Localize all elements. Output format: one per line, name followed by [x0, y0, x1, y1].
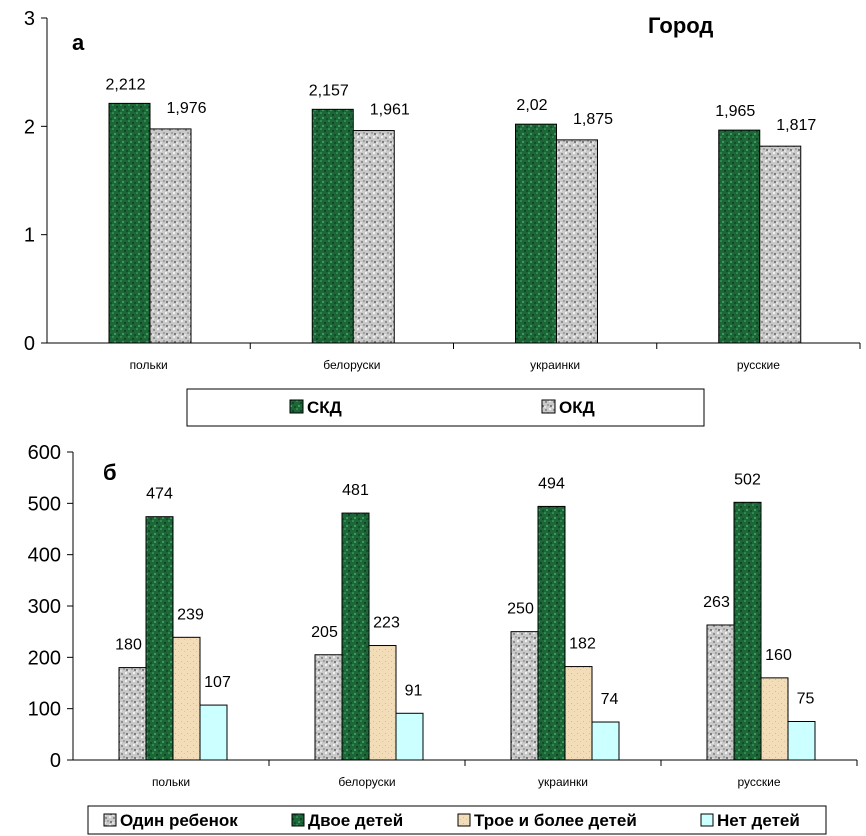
chart-a: 0 1 2 3 польки 2,212 1,976 белоруски 2,157 1,961 у…: [24, 8, 861, 427]
data-label: 74: [601, 691, 619, 708]
bar: [564, 666, 593, 761]
bar: [172, 636, 201, 761]
data-label: 2,212: [105, 76, 145, 93]
bar: [149, 128, 192, 344]
panel-label: б: [103, 460, 117, 485]
x-tick-label: белоруски: [323, 358, 380, 372]
bar: [787, 721, 816, 761]
data-label: 1,961: [370, 102, 410, 119]
data-label: 180: [115, 637, 142, 654]
legend: СКД ОКД: [186, 388, 705, 427]
x-tick-label: русские: [737, 775, 780, 789]
y-tick-label: 1: [24, 225, 35, 247]
bar: [118, 667, 147, 761]
bar: [591, 721, 620, 761]
bar: [368, 645, 397, 761]
bar: [341, 512, 370, 761]
legend-swatch: [291, 813, 305, 827]
legend-box: [186, 388, 705, 427]
y-tick-label: 0: [24, 333, 35, 355]
data-label: 91: [405, 682, 423, 699]
y-tick-label: 200: [28, 647, 61, 669]
x-tick-label: украинки: [538, 775, 588, 789]
bar: [759, 145, 802, 344]
data-label: 160: [765, 647, 792, 664]
y-tick-label: 2: [24, 116, 35, 138]
data-label: 205: [311, 624, 338, 641]
legend-swatch: [457, 813, 471, 827]
data-label: 263: [703, 594, 730, 611]
x-tick-label: русские: [737, 358, 780, 372]
bar: [537, 505, 566, 761]
bar: [556, 139, 598, 344]
y-tick-label: 0: [50, 750, 61, 772]
bar: [395, 712, 424, 761]
bar: [314, 654, 343, 761]
legend-label: Трое и более детей: [474, 811, 637, 830]
bar: [718, 129, 761, 344]
data-label: 2,02: [516, 97, 547, 114]
x-tick-label: польки: [130, 358, 168, 372]
x-tick-label: украинки: [530, 358, 580, 372]
legend: Один ребенок Двое детей Трое и более детей…: [87, 805, 827, 835]
bar: [510, 631, 539, 761]
legend-label: ОКД: [559, 398, 595, 417]
x-tick-label: польки: [152, 775, 190, 789]
legend-label: Один ребенок: [120, 811, 238, 830]
x-tick-label: белоруски: [338, 775, 395, 789]
data-label: 1,965: [715, 103, 755, 120]
legend-label: Нет детей: [717, 811, 800, 830]
bar: [352, 130, 395, 344]
data-label: 1,875: [573, 111, 613, 128]
data-label: 1,976: [166, 100, 206, 117]
legend-swatch: [700, 813, 714, 827]
bar: [311, 108, 354, 344]
chart-title: Город: [648, 13, 713, 38]
data-label: 494: [538, 475, 565, 492]
data-label: 2,157: [309, 82, 349, 99]
data-label: 474: [146, 486, 173, 503]
data-label: 502: [734, 471, 761, 488]
bar: [108, 102, 151, 344]
legend-swatch: [103, 813, 117, 827]
y-tick-label: 400: [28, 545, 61, 567]
bar: [760, 677, 789, 761]
bar: [706, 624, 735, 761]
y-tick-label: 100: [28, 699, 61, 721]
data-label: 182: [569, 636, 596, 653]
legend-label: Двое детей: [308, 811, 403, 830]
bar: [145, 516, 174, 761]
legend-swatch: [541, 399, 556, 414]
y-tick-label: 300: [28, 596, 61, 618]
legend-label: СКД: [307, 398, 342, 417]
data-label: 481: [342, 482, 369, 499]
chart-b: 0 100 200 300 400 500 600 польки 180 474 239 107 бел…: [28, 442, 858, 835]
data-label: 75: [797, 691, 815, 708]
y-tick-label: 3: [24, 8, 35, 30]
bar: [515, 123, 557, 344]
data-label: 239: [177, 606, 204, 623]
data-label: 250: [507, 601, 534, 618]
data-label: 107: [204, 674, 231, 691]
bar: [733, 501, 762, 761]
y-tick-label: 500: [28, 493, 61, 515]
bar: [199, 704, 228, 761]
data-label: 223: [373, 615, 400, 632]
legend-swatch: [289, 399, 304, 414]
panel-label: а: [72, 30, 85, 55]
data-label: 1,817: [776, 117, 816, 134]
y-tick-label: 600: [28, 442, 61, 464]
